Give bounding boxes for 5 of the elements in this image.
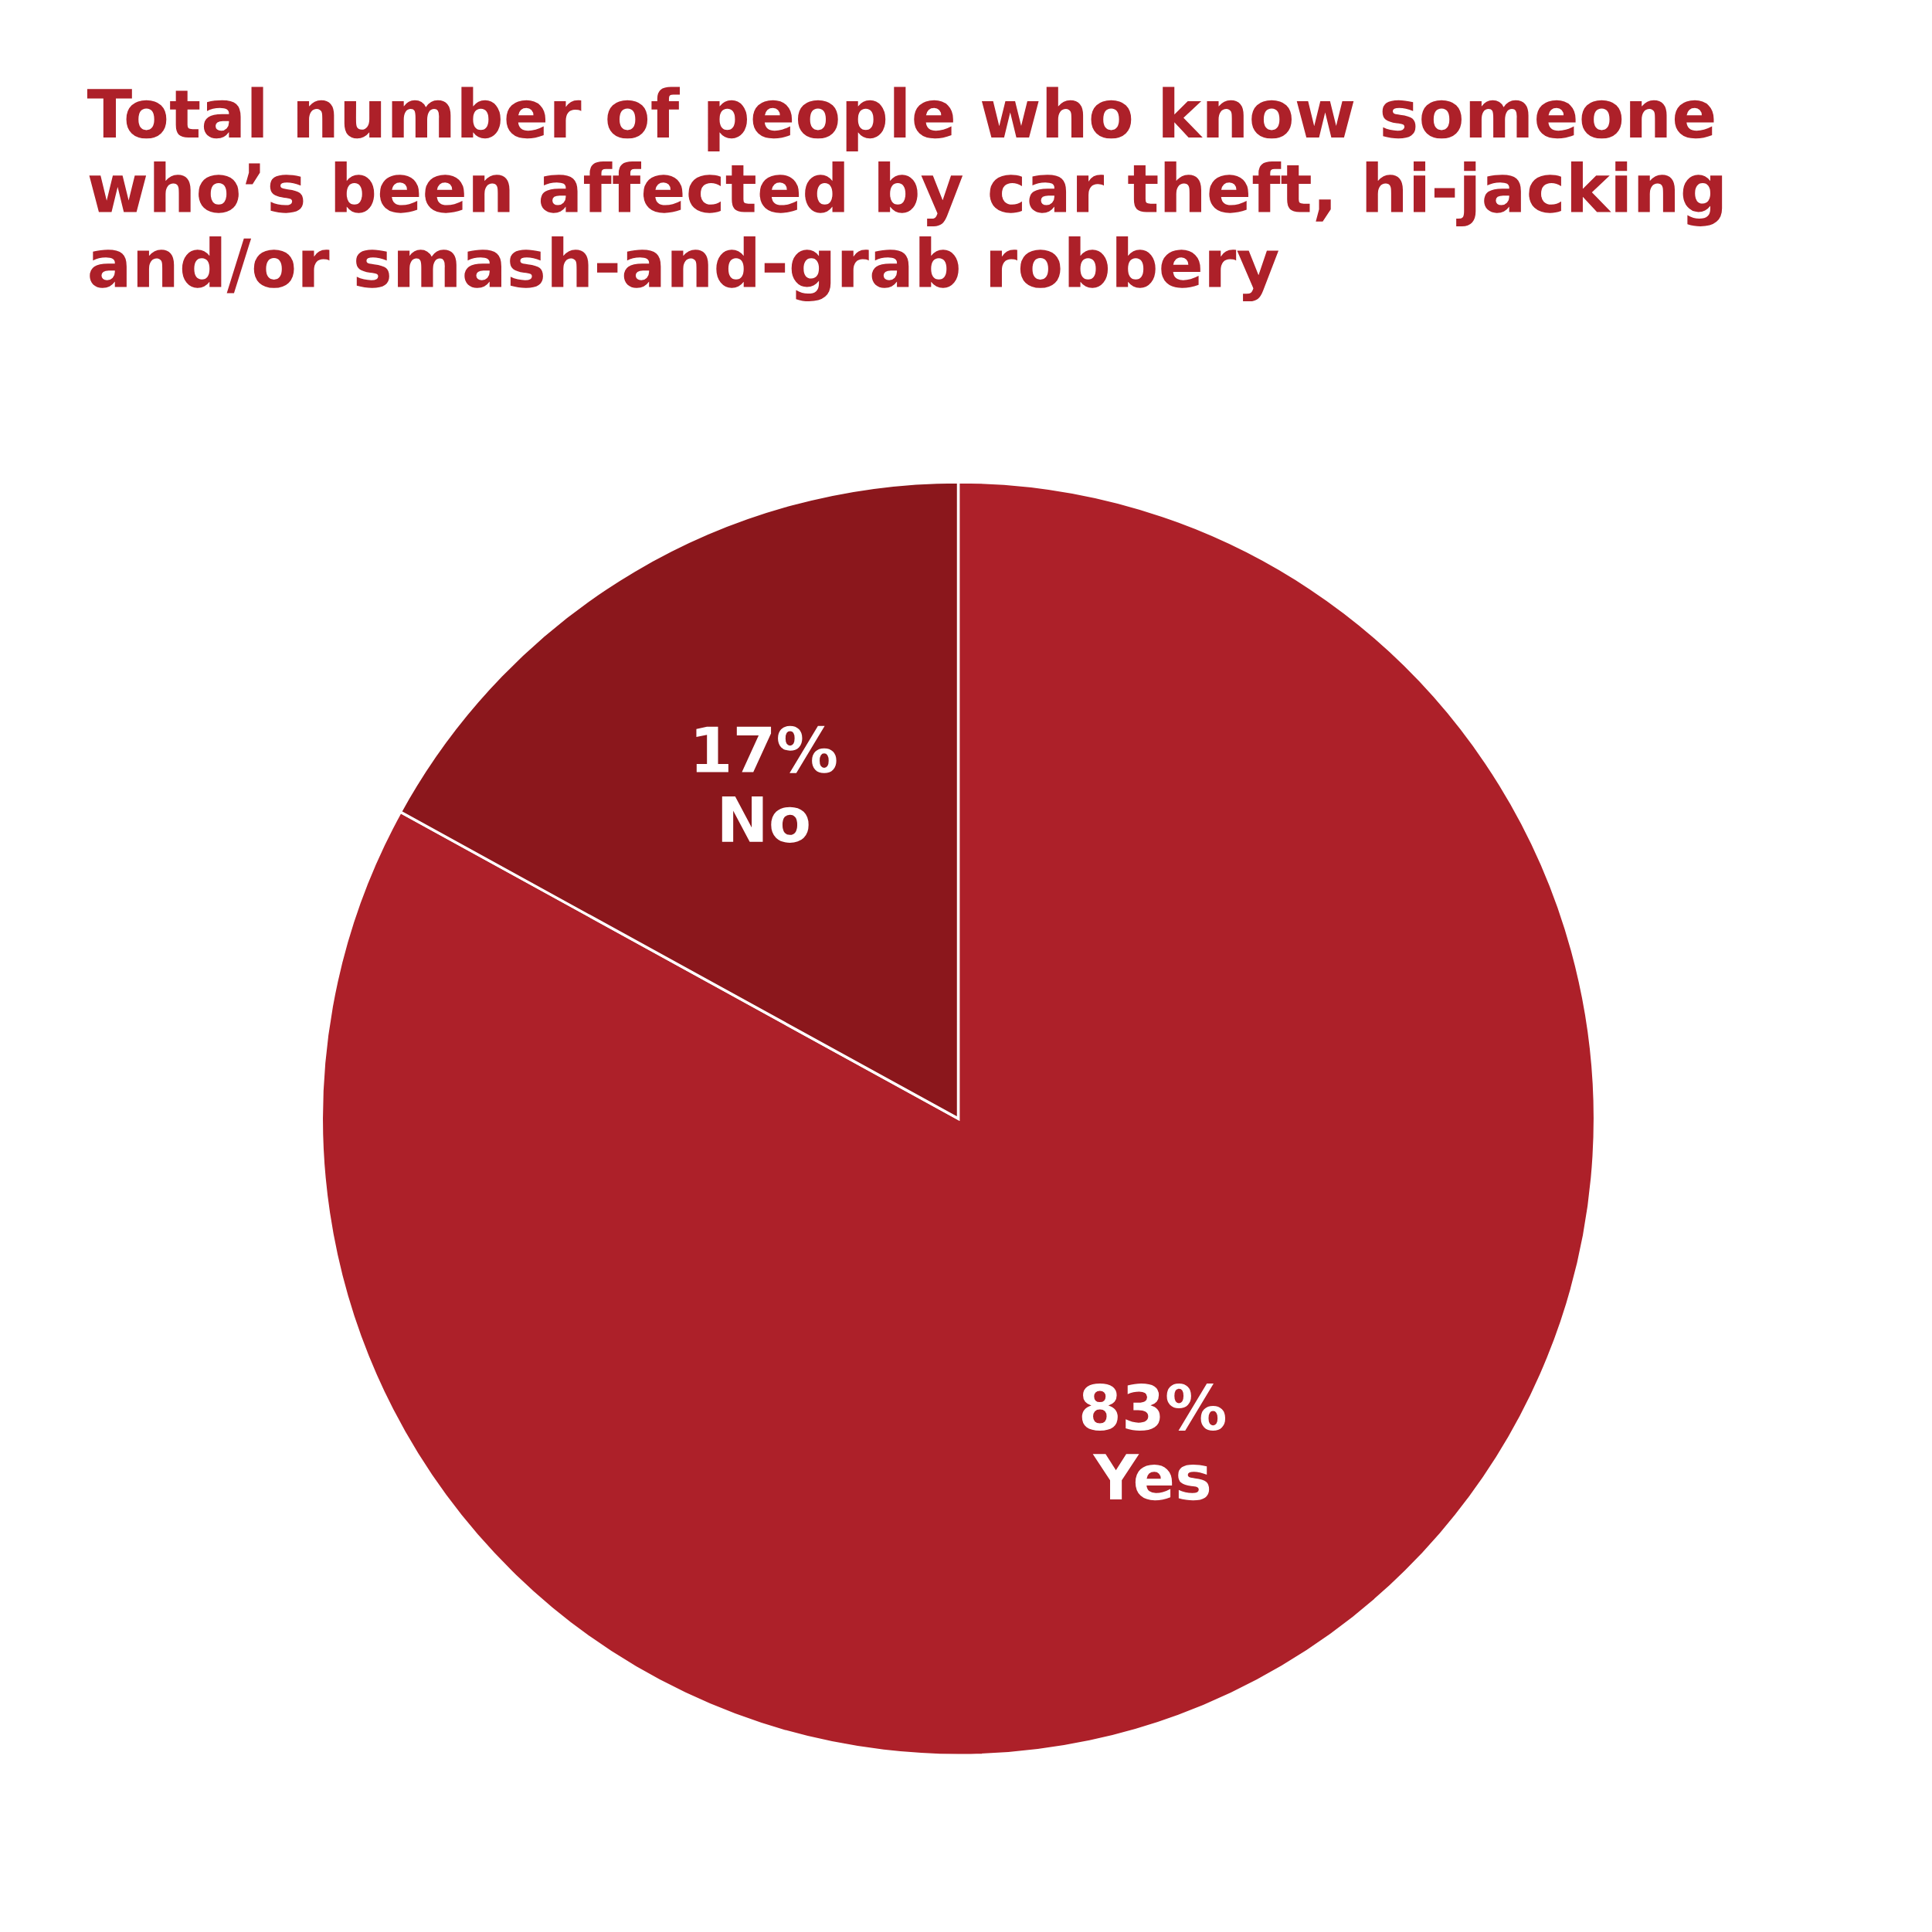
chart-title: Total number of people who know someone who’s been affected by car theft, hi-jacking and/or smash-and-grab robbery — [87, 87, 1723, 302]
data-label: 17% — [696, 725, 837, 773]
data-label: 83% — [1081, 1384, 1226, 1431]
slice-label: No — [722, 796, 809, 843]
slice-label: Yes — [1092, 1454, 1210, 1501]
